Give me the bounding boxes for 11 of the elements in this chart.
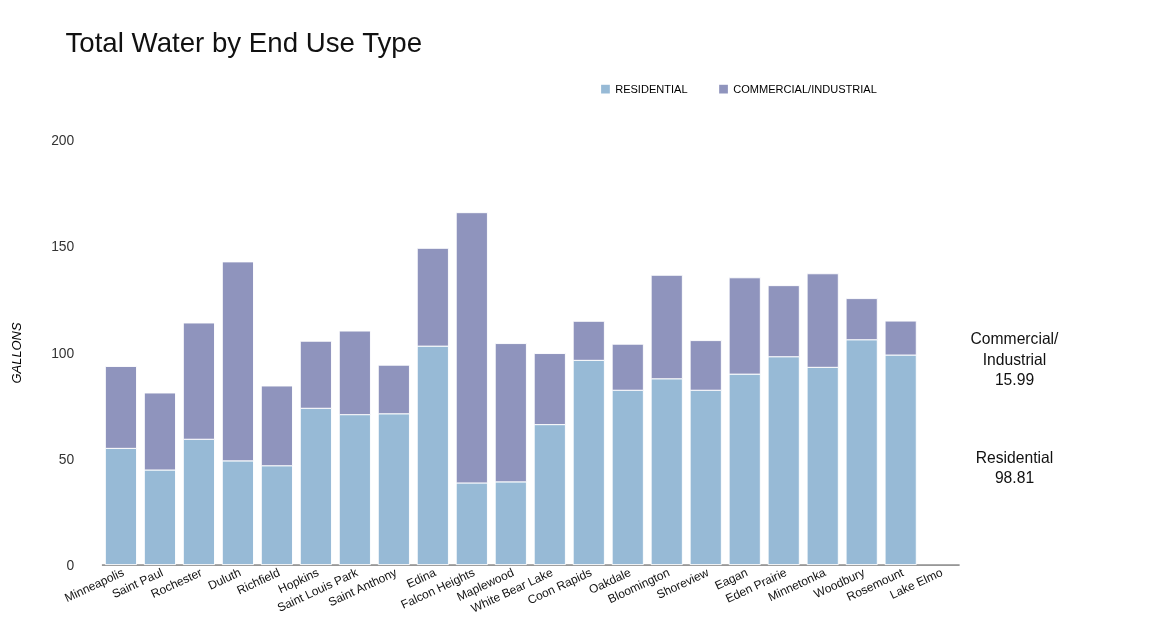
y-tick-label: 150	[51, 238, 75, 255]
text: Residential 98.81	[975, 449, 1054, 487]
y-tick-label: 200	[51, 132, 75, 149]
chart-title: Total Water by End Use Type	[65, 26, 423, 58]
y-tick-label: 0	[66, 556, 75, 573]
y-tick-label: 50	[58, 450, 75, 467]
legend-label: RESIDENTIAL	[615, 82, 688, 95]
y-tick-label: 100	[51, 344, 75, 361]
y-axis-title: GALLONS	[8, 322, 24, 384]
text: Commercial/ Industrial 15.99	[970, 330, 1060, 388]
legend-label: COMMERCIAL/INDUSTRIAL	[733, 82, 877, 95]
